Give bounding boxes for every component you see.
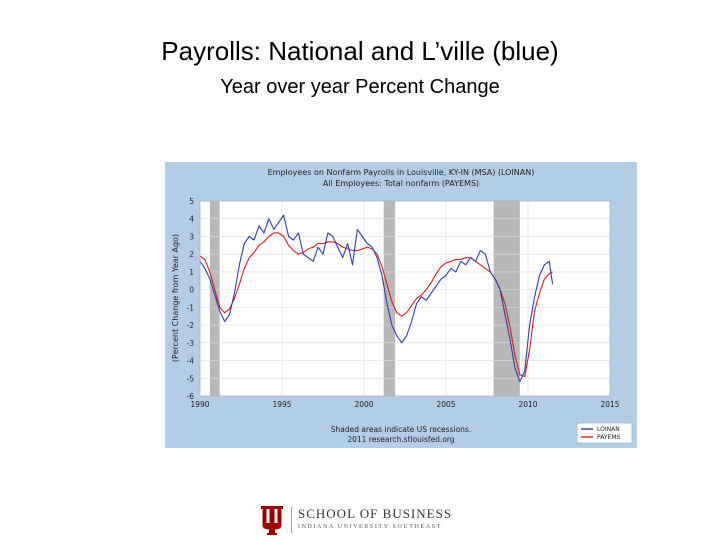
legend-box xyxy=(576,422,633,444)
chart-title: Employees on Nonfarm Payrolls in Louisvi… xyxy=(268,168,535,177)
logo-divider xyxy=(291,507,292,533)
logo-university-name: INDIANA UNIVERSITY SOUTHEAST xyxy=(298,524,442,530)
series-line-loinan xyxy=(199,214,554,383)
legend-label-payems: PAYEMS xyxy=(597,434,621,441)
series-lines xyxy=(199,214,554,383)
y-axis-label: (Percent Change from Year Ago) xyxy=(171,234,180,362)
footnote-line-2: 2011 research.stlouisfed.org xyxy=(347,435,455,444)
y-tick-label: -1 xyxy=(187,303,195,312)
legend-label-loinan: LOINAN xyxy=(597,426,620,433)
y-tick-label: -3 xyxy=(187,339,195,348)
y-tick-label: 1 xyxy=(189,268,194,277)
x-tick-label: 2010 xyxy=(518,400,537,409)
y-tick-label: 3 xyxy=(189,232,194,241)
school-logo: SCHOOL OF BUSINESS INDIANA UNIVERSITY SO… xyxy=(258,503,468,537)
y-tick-labels: 5 4 3 2 1 0 -1 -2 -3 -4 -5 -6 xyxy=(187,197,195,401)
y-tick-label: 4 xyxy=(189,215,194,224)
y-tick-label: 5 xyxy=(189,197,194,206)
payrolls-chart: Employees on Nonfarm Payrolls in Louisvi… xyxy=(165,162,637,448)
footnote-line-1: Shaded areas indicate US recessions. xyxy=(331,425,471,434)
logo-school-name: SCHOOL OF BUSINESS xyxy=(298,506,453,521)
y-tick-label: -2 xyxy=(187,321,195,330)
recession-band-0 xyxy=(209,201,220,396)
plot-area xyxy=(200,201,610,396)
x-tick-label: 2000 xyxy=(354,400,373,409)
recession-bands xyxy=(209,201,520,396)
x-tick-label: 2015 xyxy=(600,400,619,409)
y-tick-label: 0 xyxy=(189,286,194,295)
chart-subtitle: All Employees: Total nonfarm (PAYEMS) xyxy=(323,179,479,188)
slide-subtitle: Year over year Percent Change xyxy=(220,76,500,98)
slide-title: Payrolls: National and L’ville (blue) xyxy=(161,36,559,66)
x-tick-label: 1995 xyxy=(272,400,291,409)
legend: LOINAN PAYEMS xyxy=(576,422,633,444)
x-tick-labels: 1990 1995 2000 2005 2010 2015 xyxy=(190,400,619,409)
plot-border xyxy=(199,200,611,397)
recession-band-2 xyxy=(493,201,520,396)
y-tick-label: -6 xyxy=(187,392,195,401)
y-tick-label: 2 xyxy=(189,250,194,259)
x-tick-label: 1990 xyxy=(190,400,209,409)
y-tick-label: -4 xyxy=(187,357,195,366)
x-tick-label: 2005 xyxy=(436,400,455,409)
iu-trident-icon xyxy=(261,506,283,535)
recession-band-1 xyxy=(383,201,396,396)
y-tick-label: -5 xyxy=(187,374,195,383)
